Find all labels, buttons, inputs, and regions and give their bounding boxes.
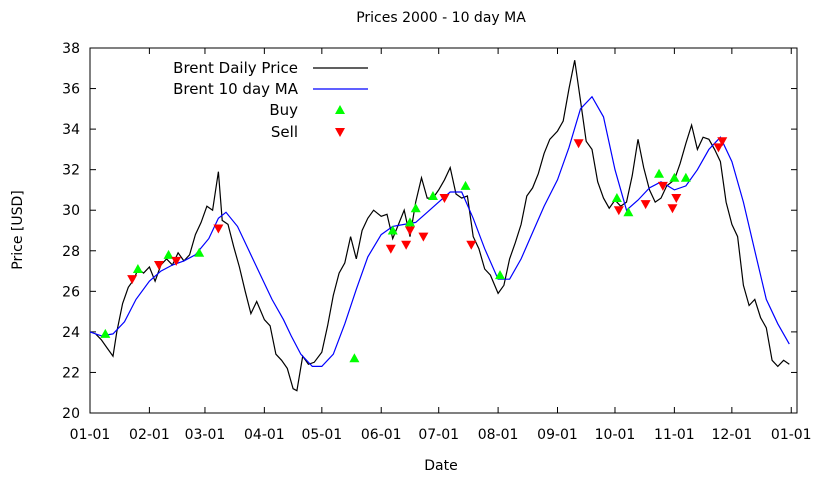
buy-marker (387, 225, 398, 235)
x-tick-label: 08-01 (478, 427, 519, 443)
x-tick-label: 10-01 (595, 427, 636, 443)
x-tick-label: 11-01 (654, 427, 695, 443)
sell-marker (573, 139, 584, 149)
sell-marker (153, 260, 164, 270)
chart-title: Prices 2000 - 10 day MA (356, 10, 526, 26)
y-tick-label: 38 (62, 41, 80, 57)
x-tick-label: 01-01 (771, 427, 812, 443)
series-line-brent-daily-price (95, 60, 790, 392)
sell-marker (466, 240, 477, 250)
x-axis-label: Date (424, 458, 457, 474)
legend-label: Brent 10 day MA (173, 80, 299, 98)
sell-marker (127, 275, 138, 285)
x-tick-label: 06-01 (361, 427, 402, 443)
y-tick-label: 34 (62, 122, 80, 138)
plot-frame (89, 47, 798, 414)
buy-marker (611, 193, 622, 203)
series-line-brent-10-day-ma (89, 95, 790, 367)
buy-marker (404, 217, 415, 227)
y-tick-label: 24 (62, 325, 80, 341)
axes: 01-01 02-01 03-01 04-01 05-01 06-01 07-01 08-01… (62, 41, 811, 443)
y-tick-label: 20 (62, 406, 80, 422)
sell-marker (713, 143, 724, 153)
legend-swatch (335, 105, 345, 114)
sell-marker (613, 206, 624, 216)
buy-marker (132, 264, 143, 274)
buy-marker (623, 207, 634, 217)
y-tick-label: 32 (62, 163, 80, 179)
legend-swatch (335, 128, 345, 137)
sell-marker (418, 232, 429, 242)
sell-marker (717, 137, 728, 147)
x-tick-label: 04-01 (244, 427, 285, 443)
x-tick-label: 05-01 (301, 427, 342, 443)
sell-marker (640, 200, 651, 210)
legend-label: Sell (271, 123, 298, 141)
x-tick-label: 02-01 (129, 427, 170, 443)
x-tick-label: 03-01 (185, 427, 226, 443)
buy-marker (194, 247, 205, 257)
x-tick-label: 09-01 (537, 427, 578, 443)
sell-marker (385, 244, 396, 254)
y-tick-label: 28 (62, 244, 80, 260)
buy-marker (460, 180, 471, 190)
buy-marker (495, 270, 506, 280)
sell-marker (401, 240, 412, 250)
y-tick-label: 22 (62, 365, 80, 381)
legend-label: Brent Daily Price (173, 59, 298, 77)
sell-marker (213, 224, 224, 234)
buy-marker (163, 249, 174, 259)
sell-marker (657, 181, 668, 191)
legend-label: Buy (269, 101, 298, 119)
buy-marker (669, 172, 680, 182)
x-tick-label: 01-01 (70, 427, 111, 443)
y-tick-label: 36 (62, 82, 80, 98)
buy-marker (654, 168, 665, 178)
sell-marker (667, 204, 678, 214)
sell-marker (671, 194, 682, 204)
y-axis-label: Price [USD] (10, 190, 26, 269)
buy-marker (349, 353, 360, 363)
legend: Brent Daily Price Brent 10 day MA Buy Sell (173, 59, 368, 141)
buy-marker (100, 328, 111, 338)
x-tick-label: 07-01 (418, 427, 459, 443)
sell-marker (439, 194, 450, 204)
buy-marker (427, 191, 438, 201)
x-tick-label: 12-01 (712, 427, 753, 443)
buy-marker (680, 172, 691, 182)
y-tick-label: 30 (62, 203, 80, 219)
buy-marker (410, 203, 421, 213)
sell-marker (404, 226, 415, 236)
y-tick-label: 26 (62, 284, 80, 300)
plot-area (89, 60, 790, 392)
sell-marker (171, 256, 182, 266)
